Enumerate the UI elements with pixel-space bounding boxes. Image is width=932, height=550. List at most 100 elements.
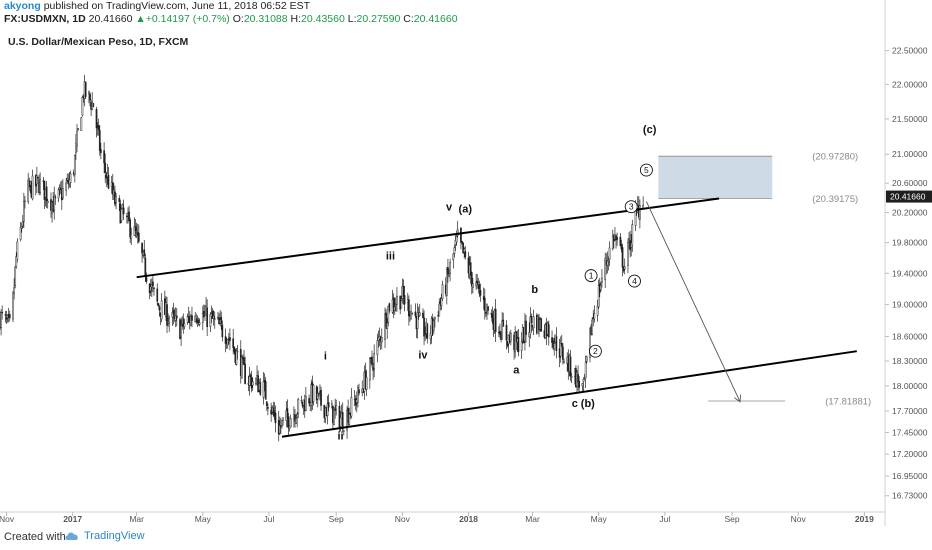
candle	[597, 285, 600, 308]
time-tick-label: Nov	[791, 514, 807, 524]
candle	[296, 413, 299, 418]
candle	[515, 331, 518, 342]
candle	[278, 425, 281, 434]
candle	[517, 336, 520, 353]
candle	[607, 261, 610, 263]
candle	[326, 403, 329, 416]
candle	[134, 226, 137, 232]
candle	[264, 381, 267, 400]
candle	[553, 343, 556, 350]
candle	[411, 312, 413, 314]
candle	[14, 266, 17, 286]
wave-circle-label: 5	[644, 165, 649, 175]
candle	[339, 417, 342, 427]
candle	[620, 244, 623, 250]
candle	[388, 303, 391, 312]
candle	[84, 81, 87, 97]
candle	[201, 313, 204, 323]
candle	[45, 186, 48, 202]
candle	[39, 179, 41, 194]
price-level-label: (17.81881)	[825, 397, 871, 408]
candle	[249, 374, 252, 378]
candle	[152, 281, 154, 287]
candle	[280, 425, 282, 427]
price-axis[interactable]: 22.50000 22.00000 21.50000 21.00000 20.60000…	[884, 0, 932, 526]
candle	[65, 182, 68, 191]
price-tick-label: 20.20000	[892, 208, 928, 218]
candle	[107, 174, 110, 189]
price-tick-label: 21.50000	[892, 114, 928, 124]
candle	[37, 176, 39, 179]
candle	[287, 416, 290, 429]
candle	[604, 258, 607, 280]
time-tick-label: Jul	[659, 514, 670, 524]
candle	[236, 350, 239, 353]
time-axis[interactable]: Nov 2017 Mar May Jul Sep Nov 2018 Mar May Jul Sep No…	[0, 511, 885, 524]
candle	[528, 332, 531, 338]
footer: Created with TradingView	[0, 526, 932, 550]
wave-circle-label: 2	[593, 346, 598, 356]
candle	[137, 232, 140, 242]
candle	[639, 205, 641, 220]
candle	[371, 356, 373, 366]
candle	[220, 317, 223, 324]
candle	[616, 237, 618, 240]
candle	[555, 336, 558, 351]
candle	[232, 338, 235, 348]
candle	[191, 315, 193, 321]
candle	[562, 346, 564, 360]
candle	[462, 242, 464, 253]
candle	[243, 357, 245, 366]
candle	[408, 299, 410, 317]
candle	[77, 128, 79, 130]
candle	[23, 201, 25, 222]
candle	[509, 332, 512, 342]
candle	[476, 280, 479, 284]
candle	[1, 312, 4, 314]
time-tick-label: 2019	[855, 514, 874, 524]
candle	[429, 333, 432, 340]
last-price-tag	[886, 190, 932, 203]
candle	[611, 236, 614, 250]
candle	[21, 220, 24, 227]
candle	[454, 240, 457, 246]
candle	[318, 392, 320, 395]
candle	[235, 350, 238, 365]
candle	[578, 380, 581, 388]
candle	[92, 102, 95, 108]
candle	[281, 420, 283, 426]
last-price-tag-label: 20.41660	[890, 192, 926, 202]
candle	[144, 258, 147, 277]
candle	[470, 272, 473, 287]
price-tick-label: 22.50000	[892, 46, 928, 56]
candle	[5, 317, 8, 320]
candle	[13, 287, 15, 295]
wave-label: i	[324, 350, 327, 362]
candle	[589, 327, 591, 358]
wave-label: (b)	[581, 398, 595, 410]
candle	[453, 247, 456, 254]
price-tick-label: 21.00000	[892, 149, 928, 159]
target-zone-box	[658, 156, 773, 199]
candle	[172, 310, 175, 315]
candle	[122, 207, 125, 215]
candle	[494, 308, 497, 333]
price-tick-label: 19.80000	[892, 238, 928, 248]
candle	[103, 150, 105, 164]
candle	[115, 195, 117, 203]
candle	[447, 267, 449, 275]
brand-name: TradingView	[84, 530, 145, 542]
candle	[121, 204, 124, 209]
tradingview-brand[interactable]: TradingView	[64, 530, 145, 542]
candle	[248, 375, 251, 386]
price-chart[interactable]: U.S. Dollar/Mexican Peso, 1D, FXCM (20.9…	[0, 0, 932, 526]
publisher-username[interactable]: akyong	[4, 0, 41, 12]
candle	[400, 300, 403, 309]
candle	[502, 319, 505, 327]
candle-series	[0, 74, 644, 442]
candle	[259, 382, 262, 395]
candle	[312, 385, 315, 402]
candle	[423, 317, 425, 337]
wave-circle-label: 3	[629, 202, 634, 212]
wave-label: ii	[337, 430, 343, 442]
